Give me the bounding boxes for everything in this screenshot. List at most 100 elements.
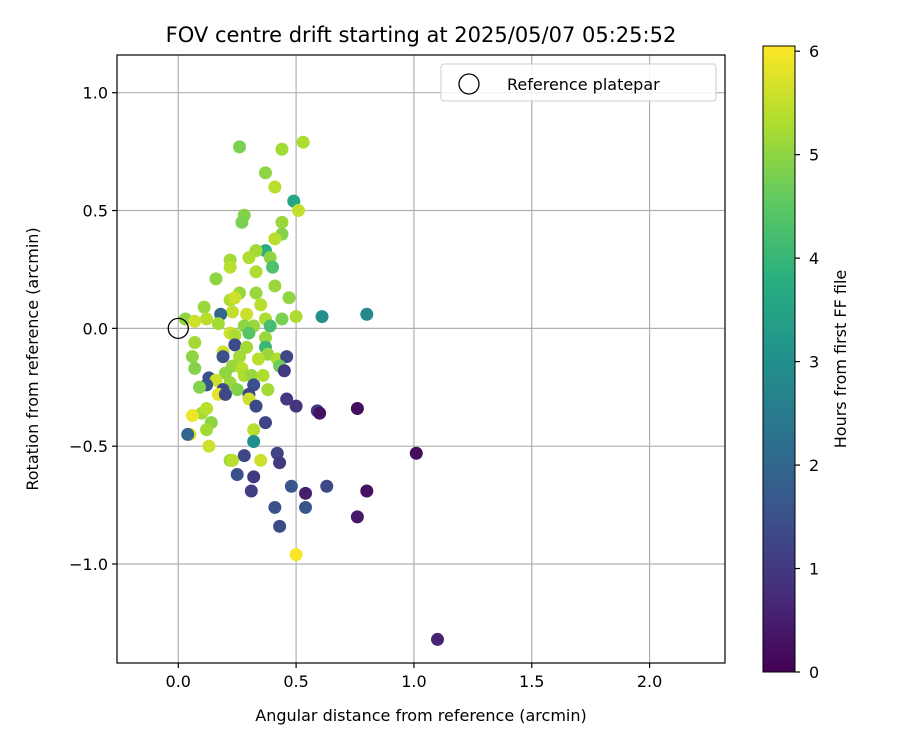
data-point	[360, 484, 374, 498]
colorbar-tick-label: 2	[809, 456, 819, 475]
x-tick-label: 2.0	[637, 672, 662, 691]
data-point	[225, 305, 239, 319]
data-point	[202, 439, 216, 453]
data-point	[275, 215, 289, 229]
data-point	[228, 338, 242, 352]
data-point	[249, 399, 263, 413]
y-tick-label: 0.5	[83, 202, 108, 221]
data-point	[268, 232, 282, 246]
data-point	[313, 406, 327, 420]
data-point	[277, 364, 291, 378]
colorbar-tick-label: 5	[809, 146, 819, 165]
data-point	[200, 401, 214, 415]
data-point	[299, 500, 313, 514]
data-point	[289, 399, 303, 413]
data-point	[200, 312, 214, 326]
colorbar: 0 1 2 3 4 5 6 Hours from first FF file	[762, 42, 850, 682]
data-point	[254, 298, 268, 312]
x-tick-label: 1.0	[401, 672, 426, 691]
data-point	[249, 265, 263, 279]
data-point	[233, 140, 247, 154]
colorbar-tick-label: 3	[809, 353, 819, 372]
x-tick-label: 0.0	[166, 672, 191, 691]
data-point	[268, 279, 282, 293]
data-point	[409, 446, 423, 460]
data-point	[185, 409, 199, 423]
data-point	[197, 300, 211, 314]
data-point	[251, 352, 265, 366]
data-point	[258, 166, 272, 180]
data-point	[273, 519, 287, 533]
data-point	[228, 291, 242, 305]
reference-platepar-marker	[167, 317, 189, 340]
data-point	[223, 260, 237, 274]
data-point	[360, 307, 374, 321]
x-tick-label: 1.5	[519, 672, 544, 691]
legend-box	[440, 63, 717, 102]
colorbar-tick-label: 1	[809, 560, 819, 579]
y-tick-label: 0.0	[83, 319, 108, 338]
data-point	[211, 317, 225, 331]
data-point	[188, 314, 202, 328]
data-point	[192, 380, 206, 394]
x-axis-label: Angular distance from reference (arcmin)	[255, 706, 586, 725]
data-points	[178, 135, 444, 646]
data-point	[225, 453, 239, 467]
data-point	[289, 548, 303, 562]
chart-title: FOV centre drift starting at 2025/05/07 …	[166, 23, 677, 47]
y-tick-label: 1.0	[83, 84, 108, 103]
data-point	[181, 427, 195, 441]
data-point	[320, 479, 334, 493]
data-point	[275, 142, 289, 156]
colorbar-gradient	[762, 45, 796, 673]
plot-frame	[116, 54, 726, 664]
data-point	[230, 383, 244, 397]
data-point	[350, 401, 364, 415]
y-axis: 1.0 0.5 0.0 −0.5 −1.0	[69, 84, 117, 574]
data-point	[228, 328, 242, 342]
data-point	[254, 453, 268, 467]
data-point	[299, 486, 313, 500]
x-tick-label: 0.5	[283, 672, 308, 691]
data-point	[284, 479, 298, 493]
data-point	[268, 500, 282, 514]
data-point	[266, 260, 280, 274]
colorbar-tick-label: 0	[809, 663, 819, 682]
data-point	[216, 350, 230, 364]
data-point	[242, 326, 256, 340]
data-point	[237, 449, 251, 463]
legend-entry-reference-platepar: Reference platepar	[507, 75, 660, 94]
data-point	[296, 135, 310, 149]
data-point	[263, 319, 277, 333]
y-axis-label: Rotation from reference (arcmin)	[23, 227, 42, 490]
x-axis: 0.0 0.5 1.0 1.5 2.0	[166, 663, 662, 691]
data-point	[256, 368, 270, 382]
legend: Reference platepar	[440, 63, 717, 102]
data-point	[273, 456, 287, 470]
data-point	[430, 632, 444, 646]
data-point	[350, 510, 364, 524]
data-point	[185, 350, 199, 364]
data-point	[258, 416, 272, 430]
y-tick-label: −1.0	[69, 555, 108, 574]
data-point	[247, 423, 261, 437]
data-point	[247, 470, 261, 484]
data-point	[240, 307, 254, 321]
data-point	[282, 291, 296, 305]
data-point	[188, 361, 202, 375]
data-point	[188, 336, 202, 350]
data-point	[280, 392, 294, 406]
data-point	[247, 434, 261, 448]
data-point	[315, 310, 329, 324]
colorbar-label: Hours from first FF file	[831, 270, 850, 449]
data-point	[280, 350, 294, 364]
data-point	[258, 331, 272, 345]
y-tick-label: −0.5	[69, 437, 108, 456]
data-point	[230, 467, 244, 481]
colorbar-ticks: 0 1 2 3 4 5 6	[795, 42, 819, 682]
data-point	[244, 484, 258, 498]
data-point	[261, 383, 275, 397]
colorbar-tick-label: 6	[809, 42, 819, 61]
data-point	[200, 423, 214, 437]
data-point	[268, 180, 282, 194]
